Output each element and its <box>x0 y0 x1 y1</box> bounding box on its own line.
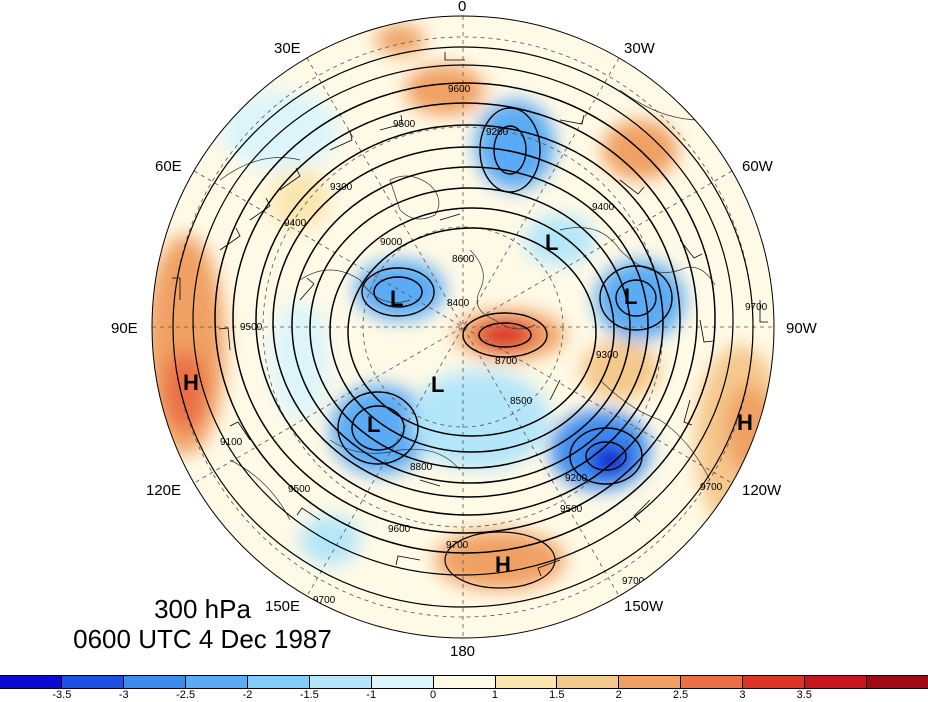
low-pressure-marker: L <box>367 412 380 437</box>
contour-label: 9100 <box>220 437 243 448</box>
colorbar-swatch <box>433 676 496 688</box>
high-pressure-marker: H <box>737 410 753 435</box>
colorbar-swatch <box>619 676 682 688</box>
title-level: 300 hPa <box>154 594 251 624</box>
low-pressure-marker: L <box>390 286 403 311</box>
colorbar <box>0 675 928 689</box>
contour-label: 9700 <box>446 540 469 551</box>
colorbar-tick-label: 2.5 <box>672 689 689 701</box>
contour-label: 9400 <box>284 218 307 229</box>
colorbar-swatch <box>557 676 620 688</box>
colorbar-tick-label: -1.5 <box>299 689 319 701</box>
map-border <box>151 15 775 639</box>
colorbar-tick-label: 2 <box>615 689 622 701</box>
lon-label-120e: 120E <box>146 482 182 499</box>
contour-label: 9700 <box>745 302 768 313</box>
contour-label: 9300 <box>330 182 353 193</box>
contour-label: 8700 <box>495 356 518 367</box>
low-pressure-marker: L <box>431 372 444 397</box>
colorbar-tick-label: 1.5 <box>549 689 565 701</box>
lon-label-90w: 90W <box>786 320 817 337</box>
lon-label-60w: 60W <box>742 158 773 175</box>
colorbar-tick-label: -2 <box>242 689 253 701</box>
colorbar-swatch <box>743 676 806 688</box>
colorbar-swatch <box>867 676 928 688</box>
contour-label: 9000 <box>380 237 403 248</box>
height-contours <box>172 46 754 608</box>
colorbar-swatch <box>309 676 372 688</box>
contour-label: 9200 <box>565 473 588 484</box>
colorbar-swatch <box>123 676 186 688</box>
colorbar-tick-label: -3 <box>118 689 129 701</box>
lon-label-30e: 30E <box>274 40 301 57</box>
colorbar-swatch <box>61 676 124 688</box>
height-anomaly-shading <box>152 25 774 590</box>
colorbar-tick-label: -1 <box>366 689 377 701</box>
contour-label: 9700 <box>622 576 645 587</box>
high-pressure-marker: H <box>183 370 199 395</box>
lon-label-0: 0 <box>458 0 467 15</box>
contour-label: 8600 <box>452 254 475 265</box>
colorbar-swatch <box>805 676 868 688</box>
colorbar-tick-label: 0 <box>430 689 437 701</box>
lon-label-150w: 150W <box>624 598 664 615</box>
map-disc: 9600 9500 9200 9300 9400 9000 8600 8400 … <box>152 16 774 638</box>
contour-label: 9500 <box>393 119 416 130</box>
lon-label-120w: 120W <box>742 482 782 499</box>
pressure-systems: L L L L L H H H <box>183 230 753 577</box>
contour-labels: 9600 9500 9200 9300 9400 9000 8600 8400 … <box>220 84 768 606</box>
colorbar-tick-label: 3.5 <box>796 689 812 701</box>
colorbar-swatch <box>247 676 310 688</box>
contour-label: 8500 <box>510 396 533 407</box>
low-pressure-marker: L <box>624 284 637 309</box>
lon-label-60e: 60E <box>155 158 182 175</box>
contour-label: 9600 <box>448 84 471 95</box>
contour-label: 9500 <box>288 484 311 495</box>
colorbar-swatch <box>185 676 248 688</box>
lon-label-30w: 30W <box>624 40 655 57</box>
contour-label: 9300 <box>596 350 619 361</box>
contour-label: 9500 <box>240 322 263 333</box>
lon-label-180: 180 <box>450 643 476 660</box>
contour-label: 8400 <box>447 298 470 309</box>
colorbar-swatch <box>495 676 558 688</box>
polar-map: 9600 9500 9200 9300 9400 9000 8600 8400 … <box>151 15 775 639</box>
contour-label: 9700 <box>313 595 336 606</box>
colorbar-swatch <box>0 676 62 688</box>
colorbar-tick-label: -3.5 <box>52 689 72 701</box>
contour-label: 8800 <box>410 462 433 473</box>
high-pressure-marker: H <box>495 552 511 577</box>
contour-label: 9400 <box>592 202 615 213</box>
contour-label: 9600 <box>388 524 411 535</box>
colorbar-tick-label: 1 <box>491 689 498 701</box>
contour-label: 9200 <box>486 127 509 138</box>
contour-label: 9500 <box>560 504 583 515</box>
low-pressure-marker: L <box>545 230 558 255</box>
colorbar-swatch <box>681 676 744 688</box>
colorbar-swatch <box>371 676 434 688</box>
colorbar-tick-label: -2.5 <box>176 689 196 701</box>
lon-label-150e: 150E <box>265 598 301 615</box>
title-time: 0600 UTC 4 Dec 1987 <box>73 624 332 654</box>
contour-label: 9700 <box>700 482 723 493</box>
colorbar-tick-label: 3 <box>739 689 746 701</box>
lon-label-90e: 90E <box>111 320 138 337</box>
